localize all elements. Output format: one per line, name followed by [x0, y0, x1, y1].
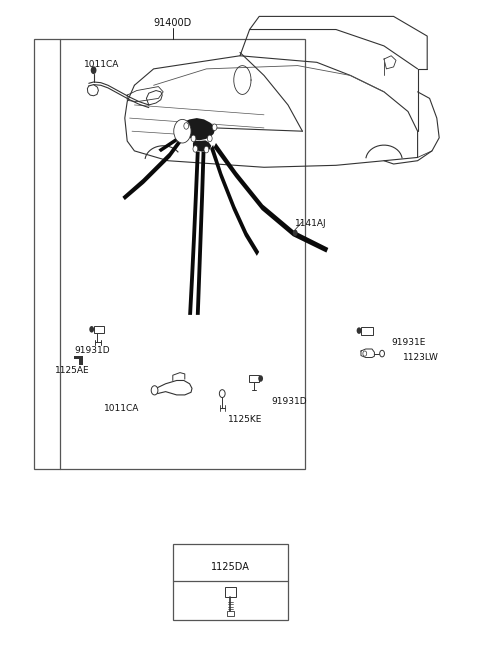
Text: 1123LW: 1123LW — [403, 353, 439, 362]
Circle shape — [219, 390, 225, 398]
Text: 91931E: 91931E — [391, 338, 426, 347]
Circle shape — [258, 375, 263, 382]
Polygon shape — [74, 356, 83, 365]
Bar — [249, 375, 259, 382]
Text: 1141AJ: 1141AJ — [295, 218, 327, 228]
Polygon shape — [210, 145, 259, 256]
Circle shape — [151, 386, 158, 395]
Circle shape — [174, 119, 191, 143]
Text: 1125AE: 1125AE — [55, 366, 90, 375]
Polygon shape — [196, 152, 205, 315]
Circle shape — [193, 146, 198, 152]
Bar — [173, 544, 288, 620]
Circle shape — [380, 350, 384, 357]
Polygon shape — [193, 140, 211, 152]
Polygon shape — [122, 131, 186, 200]
Circle shape — [207, 135, 212, 142]
Circle shape — [191, 135, 196, 142]
Polygon shape — [158, 123, 187, 152]
Bar — [227, 611, 234, 616]
Text: 1011CA: 1011CA — [84, 60, 120, 69]
Circle shape — [357, 327, 361, 334]
Bar — [361, 327, 373, 335]
Circle shape — [91, 66, 96, 74]
Text: 91931D: 91931D — [271, 397, 307, 406]
Circle shape — [184, 123, 189, 129]
Bar — [225, 587, 236, 597]
Polygon shape — [188, 152, 200, 315]
Circle shape — [204, 146, 209, 153]
Text: 91400D: 91400D — [154, 18, 192, 28]
Polygon shape — [184, 118, 215, 140]
Circle shape — [293, 230, 298, 236]
Circle shape — [363, 351, 367, 356]
Text: 1011CA: 1011CA — [104, 403, 139, 413]
Text: 1125KE: 1125KE — [228, 415, 263, 424]
Bar — [94, 326, 104, 333]
Bar — [34, 39, 305, 469]
Polygon shape — [214, 143, 328, 253]
Text: 1125DA: 1125DA — [211, 562, 250, 573]
Circle shape — [212, 124, 217, 131]
Circle shape — [89, 326, 94, 333]
Text: 91931D: 91931D — [74, 346, 110, 356]
